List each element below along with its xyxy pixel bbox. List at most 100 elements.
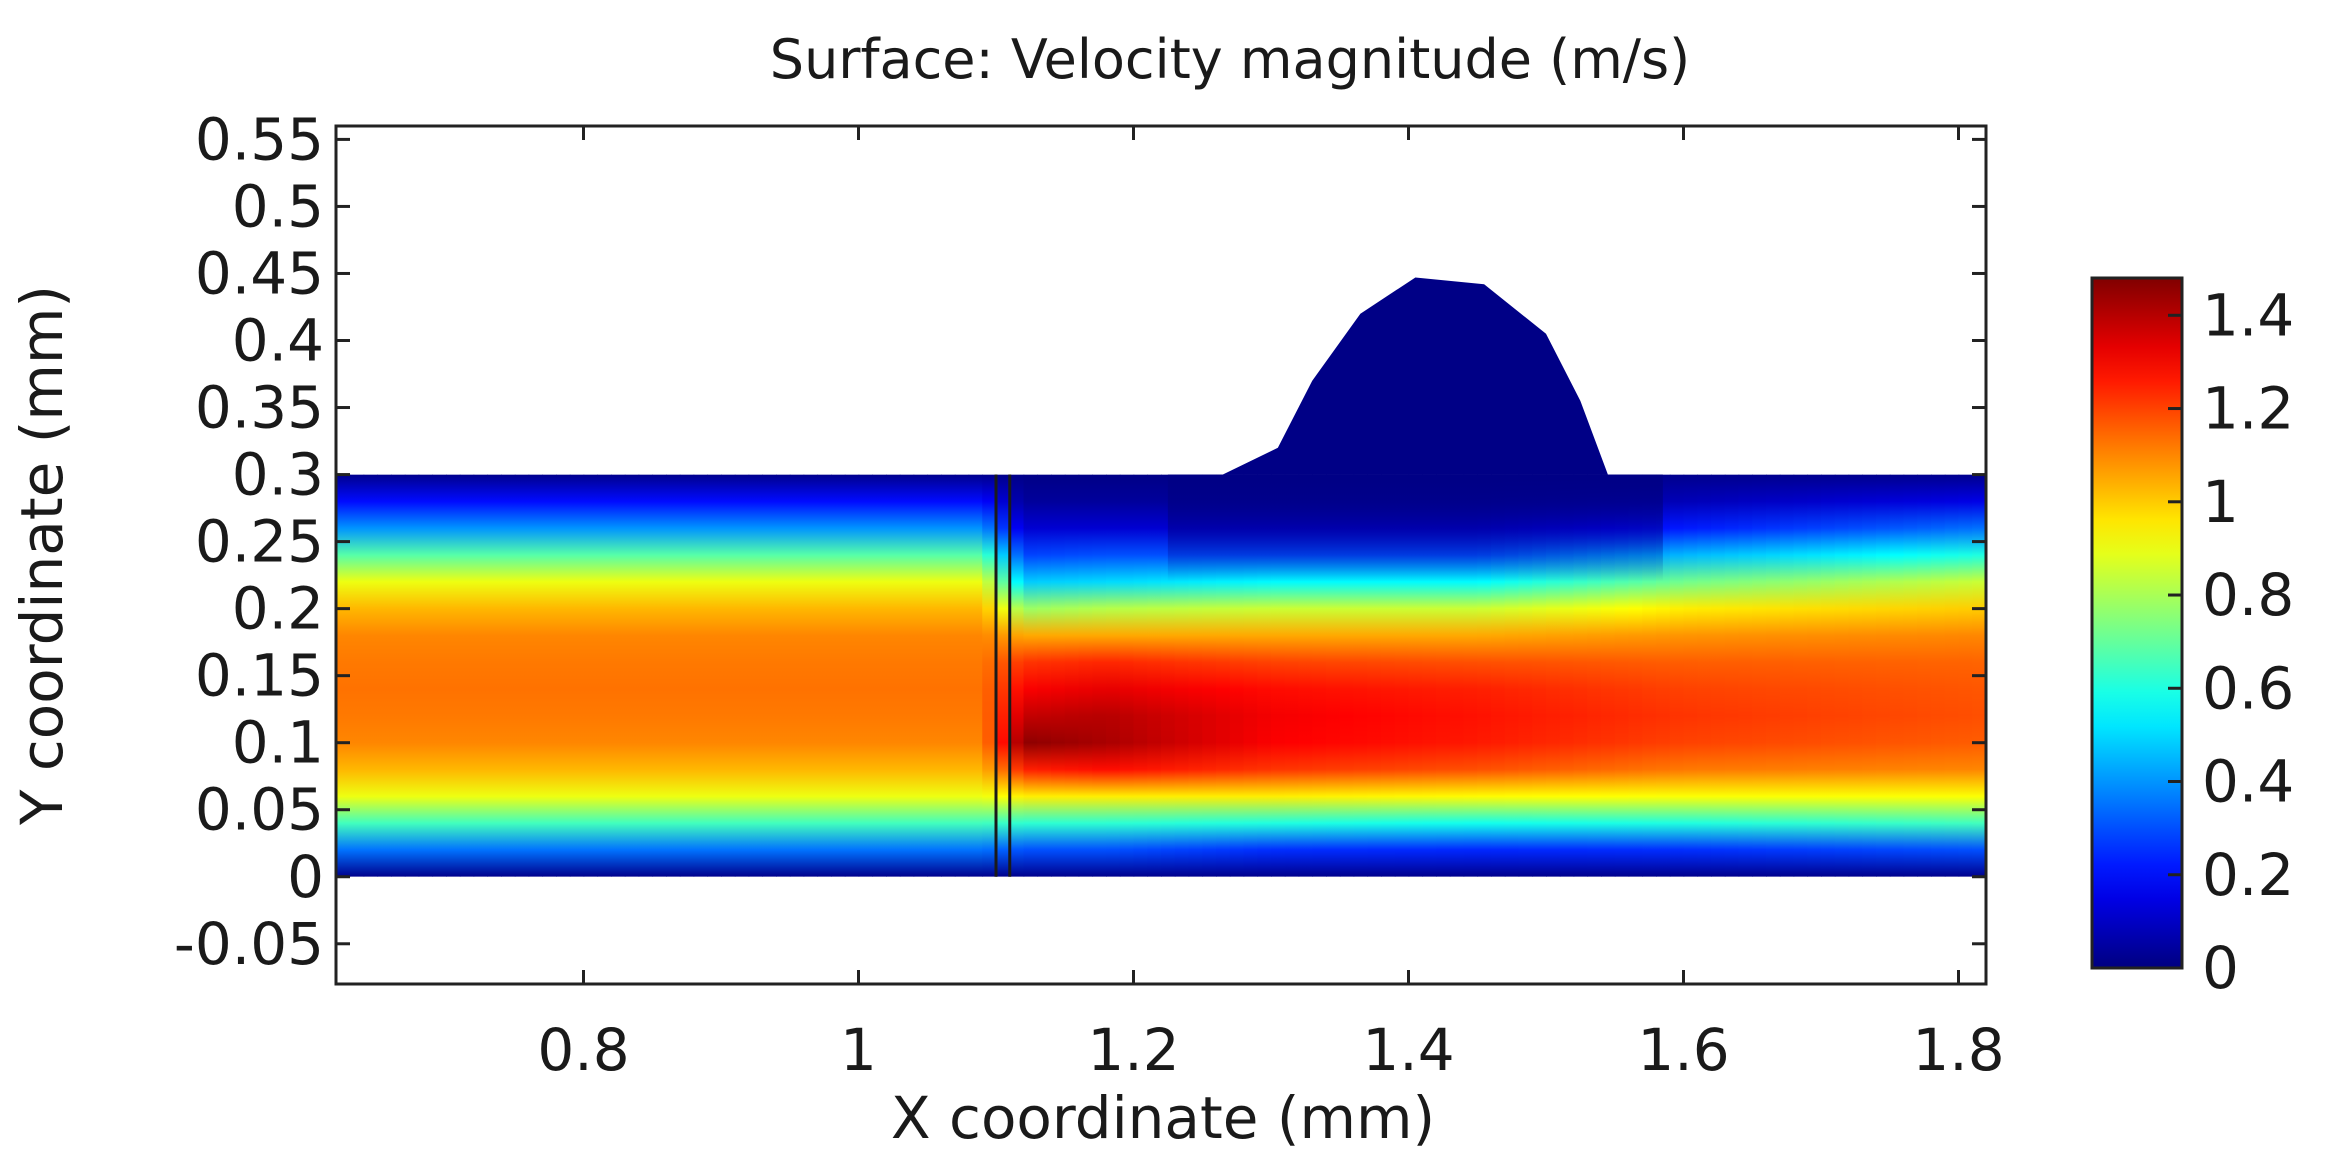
colorbar-tick-label: 0.8 — [2202, 561, 2294, 629]
field-column — [748, 474, 764, 877]
field-column — [941, 474, 956, 877]
plot-title: Surface: Velocity magnitude (m/s) — [770, 28, 1690, 91]
field-column — [597, 474, 612, 877]
plot-area — [334, 124, 1988, 986]
field-column — [611, 474, 626, 877]
y-tick-label: 0.55 — [195, 105, 324, 173]
field-column — [418, 474, 434, 877]
field-column — [762, 474, 777, 877]
y-axis-title: Y coordinate (mm) — [8, 285, 76, 826]
y-tick-label: 0 — [287, 843, 324, 911]
field-column — [1147, 474, 1162, 877]
field-column — [1889, 474, 1905, 877]
y-tick-label: 0.25 — [195, 508, 324, 576]
y-tick-label: 0.15 — [195, 642, 324, 710]
field-column — [844, 474, 860, 877]
field-column — [1037, 474, 1052, 877]
y-tick-label: 0.35 — [195, 374, 324, 442]
field-column — [1766, 474, 1781, 877]
field-column — [1931, 474, 1946, 877]
field-column — [514, 474, 530, 877]
y-tick-label: 0.4 — [232, 307, 324, 375]
y-tick-label: 0.1 — [232, 709, 324, 777]
colorbar-tick-label: 1.2 — [2202, 375, 2294, 443]
field-column — [1133, 474, 1149, 877]
field-column — [858, 474, 874, 877]
field-column — [817, 474, 832, 877]
field-column — [1078, 474, 1094, 877]
field-column — [996, 474, 1011, 877]
field-column — [679, 474, 695, 877]
field-column — [982, 474, 997, 877]
field-column — [789, 474, 805, 877]
field-column — [377, 474, 392, 877]
field-column — [968, 474, 984, 877]
field-column — [1793, 474, 1809, 877]
field-column — [1752, 474, 1767, 877]
x-axis-title: X coordinate (mm) — [891, 1084, 1435, 1152]
field-column — [1944, 474, 1960, 877]
field-column — [542, 474, 557, 877]
y-tick-label: 0.5 — [232, 172, 324, 240]
field-column — [487, 474, 502, 877]
plot-frame — [334, 124, 1988, 986]
y-tick-label: 0.05 — [195, 776, 324, 844]
field-column — [831, 474, 846, 877]
field-column — [1683, 474, 1699, 877]
x-tick-label: 1.8 — [1912, 1016, 2004, 1084]
field-column — [349, 474, 365, 877]
y-tick-label: 0.3 — [232, 441, 324, 509]
field-column — [899, 474, 915, 877]
field-column — [1834, 474, 1850, 877]
field-column — [1697, 474, 1712, 877]
field-column — [391, 474, 406, 877]
field-column — [872, 474, 887, 877]
field-column — [638, 474, 654, 877]
field-column — [721, 474, 736, 877]
y-tick-label: 0.2 — [232, 575, 324, 643]
field-column — [1779, 474, 1795, 877]
field-column — [1862, 474, 1877, 877]
field-column — [363, 474, 379, 877]
field-column — [693, 474, 709, 877]
field-column — [1821, 474, 1836, 877]
field-column — [1917, 474, 1932, 877]
field-column — [1009, 474, 1025, 877]
field-column — [446, 474, 461, 877]
y-tick-label: 0.45 — [195, 239, 324, 307]
field-column — [569, 474, 585, 877]
field-column — [432, 474, 447, 877]
field-column — [913, 474, 929, 877]
field-column — [652, 474, 667, 877]
field-column — [583, 474, 599, 877]
colorbar-tick-label: 1.4 — [2202, 281, 2294, 349]
field-column — [1848, 474, 1864, 877]
field-column — [556, 474, 571, 877]
field-column — [404, 474, 420, 877]
x-tick-label: 1.6 — [1637, 1016, 1729, 1084]
field-column — [1064, 474, 1080, 877]
field-column — [954, 474, 970, 877]
field-column — [1903, 474, 1919, 877]
y-tick-label: -0.05 — [174, 910, 324, 978]
x-tick-label: 0.8 — [537, 1016, 629, 1084]
x-tick-label: 1 — [840, 1016, 877, 1084]
field-column — [1711, 474, 1726, 877]
colorbar-tick-label: 1 — [2202, 468, 2239, 536]
colorbar-tick-label: 0 — [2202, 934, 2239, 1002]
field-column — [1051, 474, 1066, 877]
cavity-wake — [1167, 474, 1663, 582]
velocity-field — [336, 277, 1986, 877]
field-column — [1119, 474, 1135, 877]
field-column — [1958, 474, 1974, 877]
colorbar-tick-label: 0.2 — [2202, 841, 2294, 909]
field-column — [707, 474, 722, 877]
field-column — [1106, 474, 1121, 877]
field-column — [459, 474, 475, 877]
field-column — [1092, 474, 1107, 877]
field-column — [528, 474, 544, 877]
field-column — [734, 474, 750, 877]
field-column — [501, 474, 516, 877]
colorbar-ticks: 0 0.2 0.4 0.6 0.8 1 1.2 1.4 — [2168, 281, 2294, 1002]
field-column — [1876, 474, 1891, 877]
